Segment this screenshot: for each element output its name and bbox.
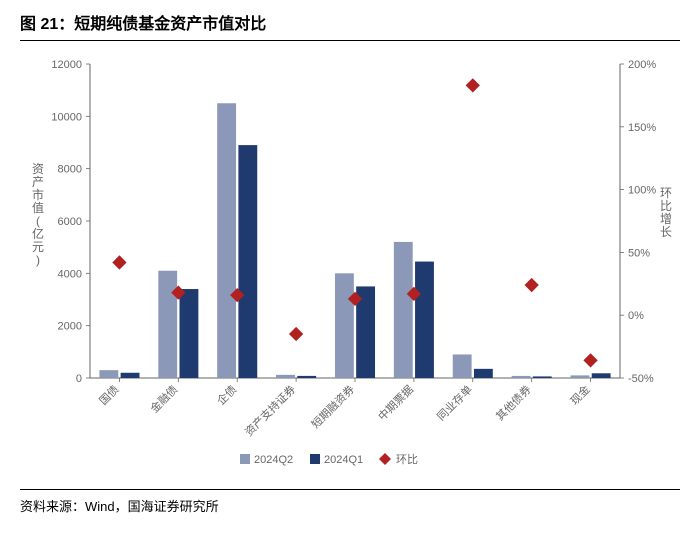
legend-label: 2024Q2 xyxy=(254,454,293,466)
legend-label: 环比 xyxy=(396,453,418,466)
category-label: 资产支持证券 xyxy=(242,382,299,439)
y2-tick-label: 100% xyxy=(628,185,656,197)
y2-axis-label-char: 比 xyxy=(660,199,672,213)
bar-q1 xyxy=(592,373,611,378)
marker-diamond xyxy=(112,255,126,269)
bar-q2 xyxy=(571,375,590,378)
bar-q2 xyxy=(335,273,354,378)
y2-axis-label-char: 环 xyxy=(660,186,672,200)
y1-axis-label-char: 产 xyxy=(32,175,44,189)
bar-q2 xyxy=(99,370,118,378)
bar-q1 xyxy=(121,373,140,378)
y2-tick-label: 200% xyxy=(628,59,656,71)
category-label: 国债 xyxy=(96,382,121,407)
y1-tick-label: 0 xyxy=(76,373,82,385)
category-label: 其他债券 xyxy=(493,382,534,423)
y2-tick-label: -50% xyxy=(628,373,654,385)
y1-tick-label: 12000 xyxy=(51,59,82,71)
bar-q1 xyxy=(238,145,257,378)
y1-tick-label: 10000 xyxy=(51,111,82,123)
y1-axis-label-char: 元 xyxy=(32,240,44,254)
y1-tick-label: 6000 xyxy=(58,216,82,228)
y2-tick-label: 50% xyxy=(628,247,650,259)
y1-tick-label: 4000 xyxy=(58,268,82,280)
y1-tick-label: 2000 xyxy=(58,321,82,333)
y1-axis-label-char: 资 xyxy=(32,162,44,176)
category-label: 中期票据 xyxy=(375,382,416,423)
bar-q2 xyxy=(453,354,472,378)
legend-marker-icon xyxy=(379,453,391,465)
marker-diamond xyxy=(289,327,303,341)
bar-q2 xyxy=(217,103,236,378)
chart-area: 0 2000 4000 6000 8000 10000 12000 -50% 0% 50% 100%… xyxy=(20,44,680,473)
chart-svg: 0 2000 4000 6000 8000 10000 12000 -50% 0% 50% 100%… xyxy=(20,44,680,473)
y1-tick-label: 8000 xyxy=(58,164,82,176)
bar-q2 xyxy=(276,375,295,378)
figure-title-row: 图 21：短期纯债基金资产市值对比 xyxy=(20,10,680,41)
bar-q2 xyxy=(394,242,413,378)
marker-diamond xyxy=(525,278,539,292)
y1-axis-label-char: 值 xyxy=(32,200,44,215)
y1-axis-label-char: ( xyxy=(36,214,40,228)
bar-q1 xyxy=(297,376,316,378)
source-footer: 资料来源：Wind，国海证券研究所 xyxy=(20,489,680,515)
y1-axis-label-char: 市 xyxy=(32,187,44,202)
bar-q2 xyxy=(512,376,531,378)
bar-q1 xyxy=(180,289,199,378)
category-label: 企债 xyxy=(214,382,239,407)
figure-number: 图 21： xyxy=(20,16,74,33)
bar-q1 xyxy=(415,262,434,378)
y2-tick-label: 150% xyxy=(628,122,656,134)
y2-axis-label-char: 长 xyxy=(660,225,672,239)
legend-swatch xyxy=(310,454,320,464)
category-label: 金融债 xyxy=(147,382,180,415)
bar-q1 xyxy=(474,369,493,378)
bar-q2 xyxy=(158,271,177,378)
y2-tick-label: 0% xyxy=(628,310,644,322)
category-label: 同业存单 xyxy=(434,382,475,423)
bar-q1 xyxy=(533,376,552,378)
marker-diamond xyxy=(466,78,480,92)
category-label: 短期融资券 xyxy=(308,382,357,431)
y2-axis-label-char: 增 xyxy=(660,212,672,226)
legend-label: 2024Q1 xyxy=(324,454,363,466)
legend-swatch xyxy=(240,454,250,464)
figure-title: 短期纯债基金资产市值对比 xyxy=(74,16,266,33)
figure-container: 图 21：短期纯债基金资产市值对比 0 2000 4000 6000 8000 10000… xyxy=(0,0,700,533)
category-label: 现金 xyxy=(567,382,592,407)
source-text: 资料来源：Wind，国海证券研究所 xyxy=(20,499,219,514)
marker-diamond xyxy=(583,353,597,367)
y1-axis-label-char: ) xyxy=(36,253,40,267)
y1-axis-label-char: 亿 xyxy=(32,226,44,241)
